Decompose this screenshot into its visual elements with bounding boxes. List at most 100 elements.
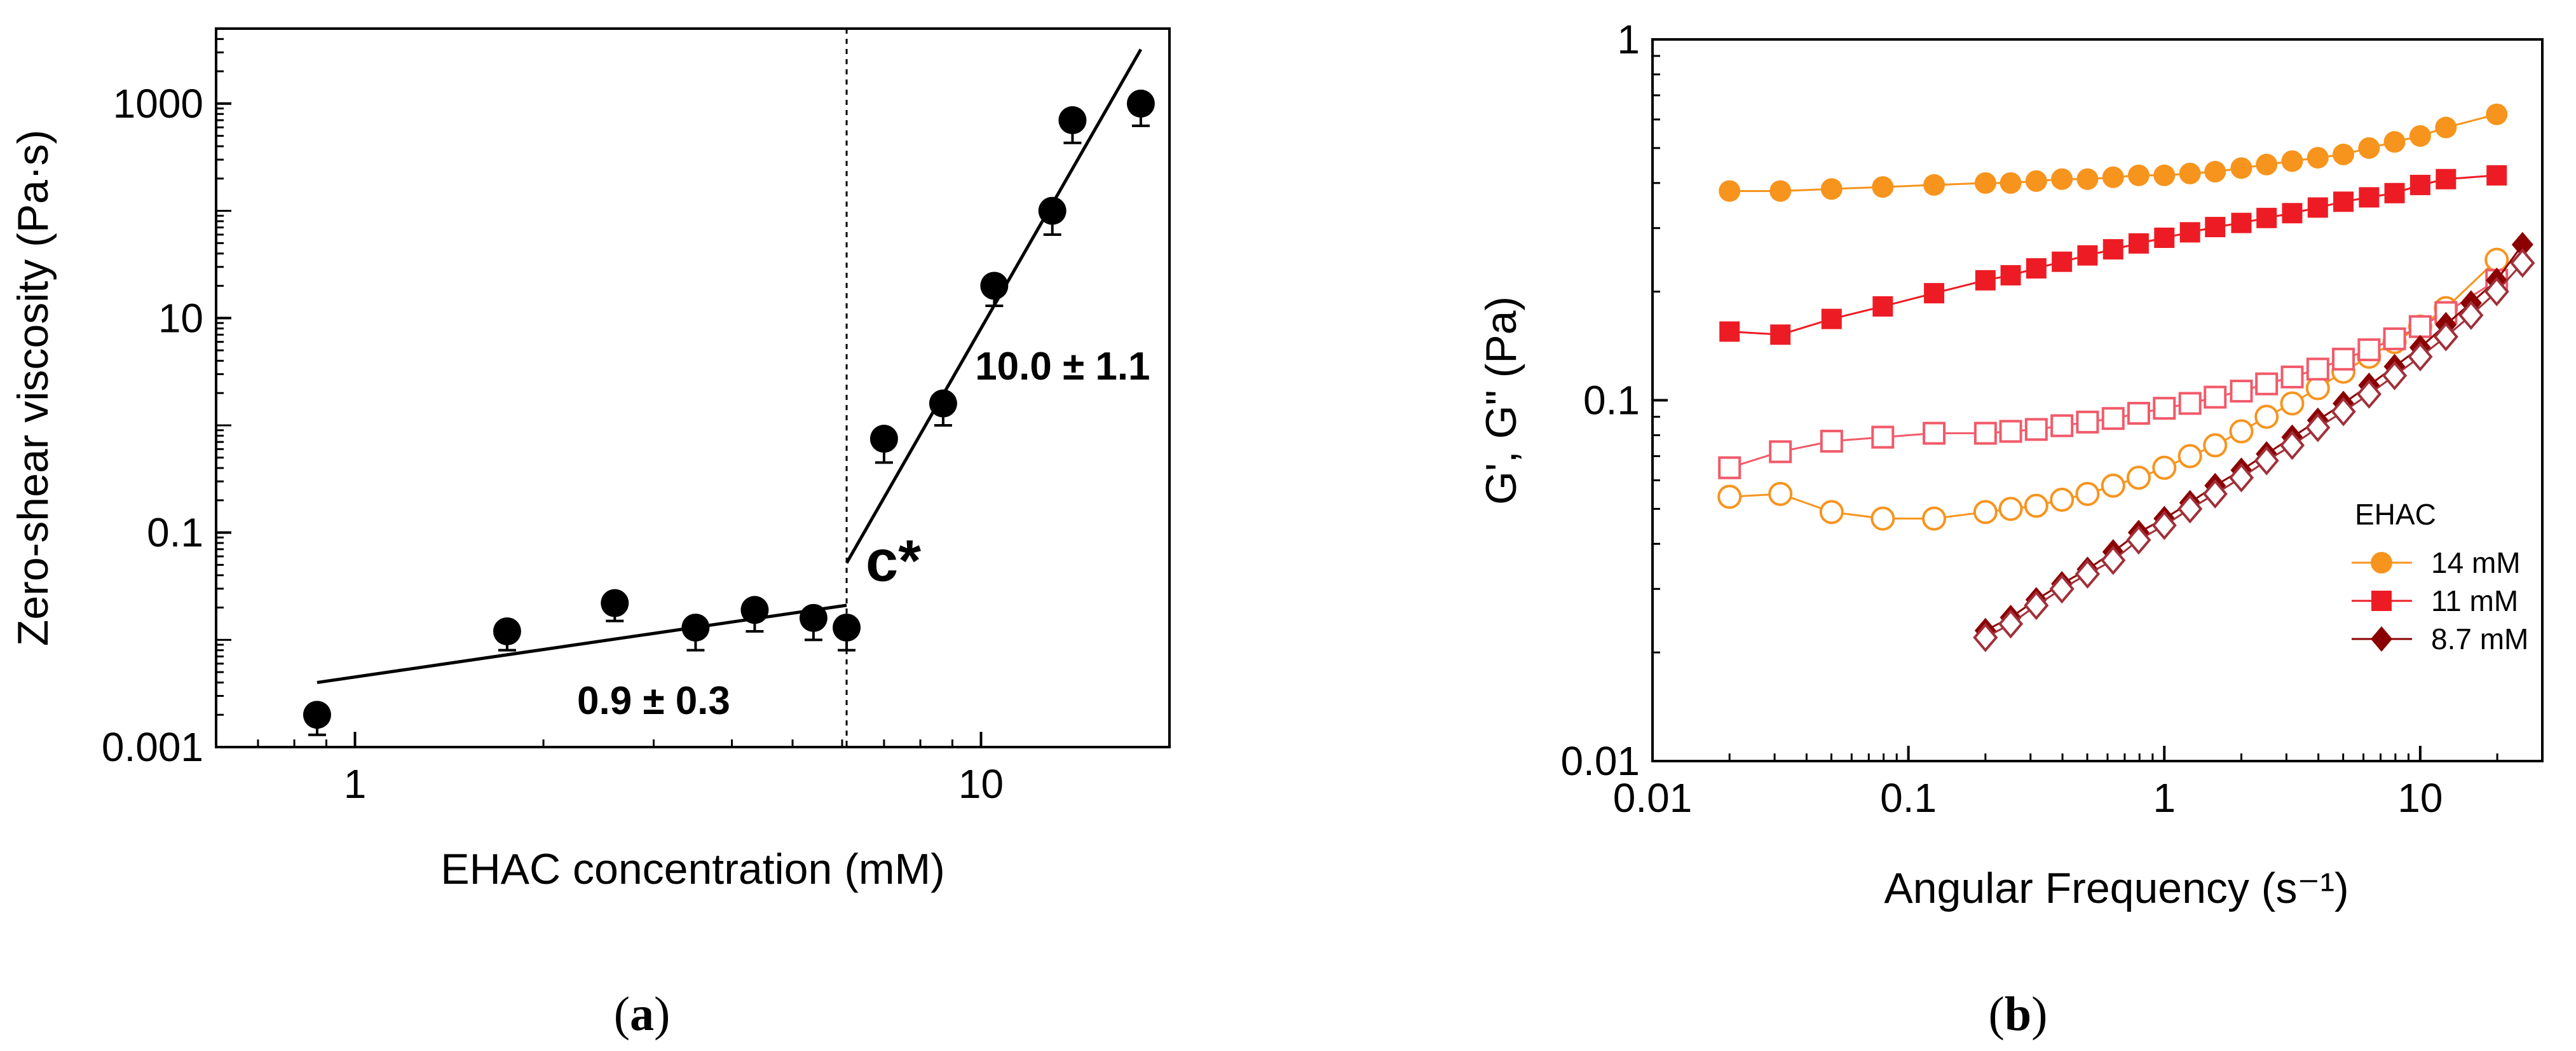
data-point bbox=[740, 596, 769, 624]
series-marker bbox=[2280, 365, 2304, 388]
series-marker bbox=[2359, 187, 2380, 208]
series-marker bbox=[2383, 131, 2406, 153]
series-marker bbox=[2177, 494, 2203, 524]
panel-a-crossover-label: c* bbox=[866, 528, 921, 593]
panel-b-legend: EHAC 14 mM 11 mM 8.7 mM bbox=[2352, 498, 2528, 656]
series-marker bbox=[2177, 444, 2202, 469]
series-marker bbox=[1719, 321, 1740, 342]
panel-b-y-tick-label: 0.1 bbox=[1583, 378, 1640, 423]
panel-b-x-tick-label: 1 bbox=[2153, 775, 2176, 821]
series-marker bbox=[2026, 258, 2047, 279]
series-line bbox=[1729, 279, 2498, 469]
series-marker bbox=[2254, 446, 2279, 476]
series-marker bbox=[2179, 222, 2200, 243]
legend-marker bbox=[2371, 626, 2392, 652]
series-marker bbox=[2486, 165, 2507, 186]
series-marker bbox=[2151, 511, 2177, 540]
series-marker bbox=[2102, 239, 2123, 260]
panel-b-caption: (b) bbox=[1989, 987, 2048, 1041]
panel-b-y-tick-label: 1 bbox=[1617, 17, 1640, 62]
panel-a-y-tick-label: 0.1 bbox=[147, 510, 203, 556]
data-point bbox=[1038, 196, 1067, 225]
legend-title: EHAC bbox=[2355, 498, 2436, 531]
series-marker bbox=[2000, 264, 2021, 285]
series-marker bbox=[1768, 481, 1793, 506]
series-marker bbox=[2382, 361, 2408, 390]
series-11-mM-loss bbox=[1718, 268, 2509, 479]
series-marker bbox=[1923, 422, 1946, 445]
series-marker bbox=[1999, 420, 2022, 443]
series-marker bbox=[1872, 176, 1894, 198]
series-marker bbox=[1975, 270, 1996, 291]
series-marker bbox=[2307, 197, 2328, 218]
series-8_7-mM-loss bbox=[1973, 248, 2535, 652]
panel-b-chart: 0.01 0.1 1 10 0.01 0.1 1 EHAC 14 mM 11 mM 8.7 mM… bbox=[1477, 17, 2544, 1041]
series-marker bbox=[1717, 484, 1742, 509]
fit-line-1 bbox=[317, 603, 847, 684]
panel-a-chart: 1 10 0.001 0.1 10 1000 EHAC concentration (mM… bbox=[9, 27, 1171, 1041]
series-marker bbox=[1998, 497, 2023, 521]
legend-marker bbox=[2371, 552, 2392, 574]
series-marker bbox=[2255, 372, 2279, 395]
series-marker bbox=[2229, 419, 2254, 444]
series-marker bbox=[1871, 506, 1895, 531]
series-marker bbox=[2230, 380, 2253, 403]
panel-a-y-tick-label: 1000 bbox=[113, 81, 203, 127]
series-marker bbox=[1871, 425, 1895, 449]
panel-b-letter: b bbox=[2005, 987, 2031, 1041]
series-marker bbox=[2435, 116, 2457, 139]
series-marker bbox=[1998, 609, 2024, 639]
series-marker bbox=[2075, 559, 2101, 589]
series-marker bbox=[2126, 525, 2151, 555]
panel-b-x-axis-label: Angular Frequency (s⁻¹) bbox=[1884, 864, 2348, 912]
panel-a-x-axis-label: EHAC concentration (mM) bbox=[440, 845, 945, 893]
series-14-mM-loss bbox=[1717, 247, 2509, 531]
series-marker bbox=[1821, 308, 1842, 329]
data-point bbox=[929, 389, 957, 418]
series-marker bbox=[2024, 591, 2049, 621]
series-marker bbox=[2256, 153, 2278, 175]
panel-a-data-points bbox=[303, 89, 1155, 736]
data-point bbox=[681, 614, 710, 642]
series-marker bbox=[2050, 414, 2074, 437]
series-marker bbox=[2279, 430, 2305, 460]
data-point bbox=[869, 425, 898, 453]
series-marker bbox=[2282, 203, 2303, 224]
panel-a-ticks: 1 10 0.001 0.1 10 1000 bbox=[102, 27, 1171, 807]
series-marker bbox=[2127, 402, 2150, 425]
series-marker bbox=[2333, 191, 2354, 212]
series-marker bbox=[1819, 500, 1844, 525]
series-marker bbox=[2409, 125, 2431, 147]
series-marker bbox=[2203, 433, 2228, 458]
series-marker bbox=[2050, 487, 2075, 512]
series-marker bbox=[1769, 180, 1792, 202]
series-marker bbox=[2305, 376, 2330, 401]
series-11-mM-storage bbox=[1719, 165, 2507, 345]
panel-b-x-tick-label: 10 bbox=[2397, 775, 2443, 821]
series-marker bbox=[2357, 338, 2381, 362]
data-point bbox=[303, 701, 331, 729]
series-marker bbox=[2484, 277, 2509, 306]
series-marker bbox=[1719, 180, 1741, 202]
series-marker bbox=[1872, 296, 1893, 317]
panel-a-y-tick-label: 0.001 bbox=[102, 724, 203, 770]
series-14-mM-storage bbox=[1719, 103, 2508, 202]
series-marker bbox=[2486, 103, 2508, 125]
series-marker bbox=[2204, 161, 2226, 183]
series-marker bbox=[2358, 137, 2380, 159]
series-marker bbox=[2077, 245, 2098, 266]
series-marker bbox=[2230, 157, 2252, 179]
series-marker bbox=[2204, 385, 2227, 409]
series-marker bbox=[2383, 327, 2406, 350]
series-marker bbox=[2126, 465, 2151, 490]
series-marker bbox=[2231, 212, 2252, 233]
data-point bbox=[493, 617, 521, 645]
series-marker bbox=[2433, 322, 2458, 352]
series-marker bbox=[2458, 300, 2484, 330]
series-marker bbox=[1973, 500, 1998, 525]
series-marker bbox=[2101, 473, 2125, 498]
series-line bbox=[1985, 244, 2524, 632]
series-marker bbox=[2333, 143, 2355, 165]
panel-a-y-axis-label: Zero-shear viscosity (Pa·s) bbox=[9, 130, 57, 646]
series-marker bbox=[2305, 413, 2331, 443]
